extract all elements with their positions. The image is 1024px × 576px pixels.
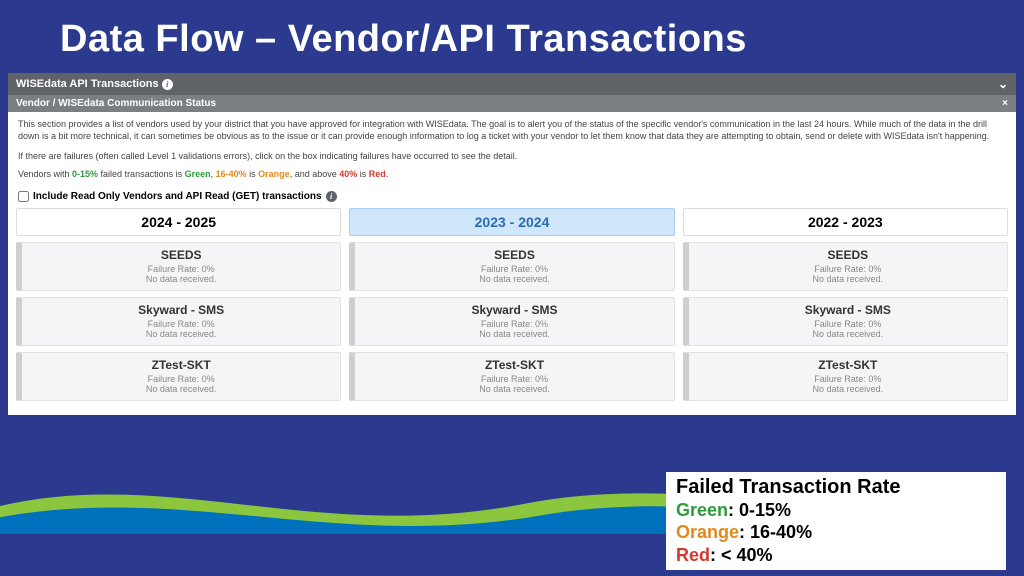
vendor-failure-rate: Failure Rate: 0% [22,264,340,274]
vendor-name: Skyward - SMS [22,303,340,317]
vendor-name: SEEDS [689,248,1007,262]
legend-row: Green: 0-15% [676,499,996,522]
legend-rows: Green: 0-15%Orange: 16-40%Red: < 40% [676,499,996,567]
vendor-name: ZTest-SKT [22,358,340,372]
vendor-message: No data received. [355,274,673,284]
panel-title: WISEdata API Transactions [16,78,159,90]
vendor-card[interactable]: SEEDS Failure Rate: 0%No data received. [349,242,674,291]
include-readonly-row: Include Read Only Vendors and API Read (… [8,187,1016,208]
legend-title: Failed Transaction Rate [676,476,996,499]
year-column: 2023 - 2024SEEDSFailure Rate: 0%No data … [349,208,674,407]
panel-subtitle: Vendor / WISEdata Communication Status [16,98,216,109]
panel-header[interactable]: WISEdata API Transactions i ⌄ [8,73,1016,95]
year-grid: 2024 - 2025SEEDSFailure Rate: 0%No data … [8,208,1016,415]
vendor-failure-rate: Failure Rate: 0% [355,264,673,274]
vendor-card[interactable]: ZTest-SKT Failure Rate: 0%No data receive… [16,352,341,401]
chevron-down-icon[interactable]: ⌄ [998,77,1008,91]
info-icon[interactable]: i [326,191,337,202]
vendor-card[interactable]: ZTest-SKT Failure Rate: 0%No data receive… [683,352,1008,401]
vendor-failure-rate: Failure Rate: 0% [355,319,673,329]
inline-legend: Vendors with 0-15% failed transactions i… [8,164,1016,186]
vendor-name: Skyward - SMS [355,303,673,317]
vendor-card[interactable]: SEEDS Failure Rate: 0%No data received. [683,242,1008,291]
year-tab[interactable]: 2023 - 2024 [349,208,674,236]
slide-title: Data Flow – Vendor/API Transactions [0,0,1024,73]
legend-row: Orange: 16-40% [676,521,996,544]
vendor-card[interactable]: Skyward - SMS Failure Rate: 0%No data rec… [16,297,341,346]
year-column: 2024 - 2025SEEDSFailure Rate: 0%No data … [16,208,341,407]
year-tab[interactable]: 2024 - 2025 [16,208,341,236]
include-readonly-checkbox[interactable] [18,191,29,202]
legend-row: Red: < 40% [676,544,996,567]
vendor-failure-rate: Failure Rate: 0% [689,264,1007,274]
year-column: 2022 - 2023SEEDSFailure Rate: 0%No data … [683,208,1008,407]
vendor-message: No data received. [689,329,1007,339]
description-paragraph-2: If there are failures (often called Leve… [8,144,1016,164]
vendor-card[interactable]: SEEDS Failure Rate: 0%No data received. [16,242,341,291]
vendor-message: No data received. [355,329,673,339]
vendor-name: ZTest-SKT [689,358,1007,372]
vendor-failure-rate: Failure Rate: 0% [355,374,673,384]
legend-box: Failed Transaction Rate Green: 0-15%Oran… [666,472,1006,571]
vendor-message: No data received. [689,384,1007,394]
vendor-name: Skyward - SMS [689,303,1007,317]
vendor-card[interactable]: Skyward - SMS Failure Rate: 0%No data rec… [349,297,674,346]
vendor-failure-rate: Failure Rate: 0% [22,319,340,329]
vendor-name: SEEDS [355,248,673,262]
vendor-failure-rate: Failure Rate: 0% [689,374,1007,384]
description-paragraph-1: This section provides a list of vendors … [8,112,1016,144]
vendor-message: No data received. [22,274,340,284]
vendor-message: No data received. [22,329,340,339]
vendor-message: No data received. [355,384,673,394]
info-icon[interactable]: i [162,79,173,90]
vendor-card[interactable]: Skyward - SMS Failure Rate: 0%No data rec… [683,297,1008,346]
vendor-failure-rate: Failure Rate: 0% [22,374,340,384]
vendor-message: No data received. [689,274,1007,284]
panel-subheader: Vendor / WISEdata Communication Status × [8,95,1016,112]
close-icon[interactable]: × [1002,98,1008,109]
vendor-name: SEEDS [22,248,340,262]
vendor-message: No data received. [22,384,340,394]
year-tab[interactable]: 2022 - 2023 [683,208,1008,236]
vendor-failure-rate: Failure Rate: 0% [689,319,1007,329]
api-transactions-panel: WISEdata API Transactions i ⌄ Vendor / W… [8,73,1016,415]
vendor-name: ZTest-SKT [355,358,673,372]
include-readonly-label: Include Read Only Vendors and API Read (… [33,191,322,202]
vendor-card[interactable]: ZTest-SKT Failure Rate: 0%No data receive… [349,352,674,401]
